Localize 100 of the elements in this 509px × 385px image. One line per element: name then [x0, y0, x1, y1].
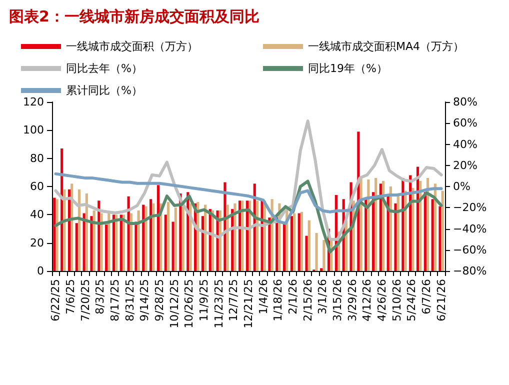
- bar: [282, 223, 286, 271]
- bar: [172, 222, 174, 271]
- bar: [115, 214, 118, 271]
- bar: [379, 184, 382, 271]
- x-tick-label: 12/7/25: [227, 279, 240, 322]
- bar: [152, 203, 155, 271]
- y-tick-label: 80: [30, 152, 44, 165]
- bar: [360, 178, 362, 271]
- legend-label: 同比19年（%）: [308, 62, 388, 75]
- bar: [394, 203, 397, 271]
- bar: [105, 224, 108, 271]
- bar: [424, 192, 426, 271]
- line-series: [54, 180, 443, 254]
- y-tick-label: 120: [23, 96, 44, 108]
- y-tick-label: 40: [30, 208, 44, 222]
- bar: [130, 213, 132, 271]
- x-tick-label: 7/6/25: [64, 279, 78, 314]
- x-tick-label: 6/7/26: [420, 279, 433, 314]
- y-tick-label: 0: [37, 264, 44, 278]
- x-tick-label: 8/17/25: [108, 279, 122, 322]
- x-tick-label: 10/12/25: [168, 279, 181, 328]
- bar: [82, 213, 86, 271]
- bar: [122, 214, 126, 271]
- y-tick-label: 100: [23, 124, 44, 137]
- bar: [174, 208, 177, 271]
- x-tick-label: 6/21/26: [434, 279, 448, 322]
- bar: [108, 213, 110, 271]
- bar: [308, 220, 310, 271]
- x-tick-label: 1/18/26: [272, 279, 285, 322]
- bar: [426, 178, 430, 271]
- bar: [134, 222, 138, 271]
- bar: [404, 190, 407, 271]
- bar: [100, 213, 103, 271]
- y2-tick-label: 20%: [453, 158, 478, 172]
- x-tick-label: 10/26/25: [182, 279, 196, 328]
- bar: [201, 216, 204, 271]
- bar: [441, 190, 444, 271]
- bar: [92, 210, 96, 271]
- bar: [364, 199, 368, 271]
- bar: [290, 216, 293, 271]
- bar: [166, 202, 170, 271]
- y2-tick-label: −60%: [453, 243, 487, 256]
- bar: [322, 240, 326, 271]
- x-tick-label: 3/1/26: [316, 279, 330, 314]
- bar: [150, 199, 152, 271]
- bar: [120, 214, 122, 271]
- bar: [56, 199, 58, 271]
- y2-tick-label: −20%: [453, 201, 487, 214]
- y2-tick-label: 0%: [453, 180, 470, 193]
- x-tick-label: 11/9/25: [198, 279, 211, 322]
- x-tick-label: 5/10/26: [390, 279, 404, 322]
- bar: [90, 216, 93, 271]
- x-tick-label: 1/4/26: [256, 279, 270, 314]
- bar: [292, 213, 296, 271]
- y2-tick-label: 80%: [453, 96, 478, 108]
- bar: [75, 223, 78, 271]
- x-tick-label: 4/26/26: [375, 279, 388, 322]
- bar: [431, 199, 434, 271]
- x-tick-label: 7/20/25: [78, 279, 92, 322]
- x-tick-label: 2/15/26: [301, 279, 314, 322]
- y-tick-label: 60: [30, 180, 44, 193]
- y-tick-label: 20: [30, 236, 44, 250]
- y2-tick-label: −80%: [453, 264, 487, 278]
- bar: [298, 213, 300, 271]
- x-tick-label: 6/22/25: [49, 279, 62, 322]
- x-tick-label: 9/14/25: [138, 279, 152, 322]
- bar: [144, 206, 148, 271]
- bar: [112, 214, 116, 271]
- y2-tick-label: 40%: [453, 138, 478, 151]
- bar: [300, 212, 303, 271]
- legend-label: 一线城市成交面积MA4（万方）: [308, 40, 464, 53]
- legend-label: 同比去年（%）: [66, 62, 142, 75]
- x-tick-label: 5/24/26: [405, 279, 418, 322]
- x-tick-label: 2/1/26: [286, 279, 300, 314]
- line-series: [54, 120, 443, 241]
- x-tick-label: 4/12/26: [360, 279, 374, 322]
- legend-label: 累计同比（%）: [66, 84, 142, 97]
- x-tick-label: 8/3/25: [94, 279, 107, 314]
- bar: [142, 204, 145, 271]
- bar: [164, 214, 167, 271]
- bar: [260, 199, 264, 271]
- bar: [156, 185, 160, 271]
- bar: [320, 268, 323, 271]
- legend-label: 一线城市成交面积（万方）: [66, 40, 198, 53]
- bar: [438, 206, 442, 271]
- x-tick-label: 12/21/25: [242, 279, 255, 328]
- x-tick-label: 9/28/25: [153, 279, 166, 322]
- chart-title: 图表2：一线城市新房成交面积及同比: [9, 8, 260, 26]
- bar: [53, 198, 56, 271]
- x-tick-label: 3/15/26: [330, 279, 344, 322]
- y2-tick-label: 60%: [453, 116, 478, 130]
- bar: [315, 232, 318, 271]
- line-series: [54, 172, 443, 225]
- x-tick-label: 11/23/25: [212, 279, 226, 328]
- x-tick-label: 8/31/25: [123, 279, 136, 322]
- bar: [182, 206, 184, 271]
- y2-tick-label: −40%: [453, 222, 487, 236]
- bar: [374, 178, 378, 271]
- bar: [305, 236, 308, 271]
- x-tick-label: 3/29/26: [346, 279, 359, 322]
